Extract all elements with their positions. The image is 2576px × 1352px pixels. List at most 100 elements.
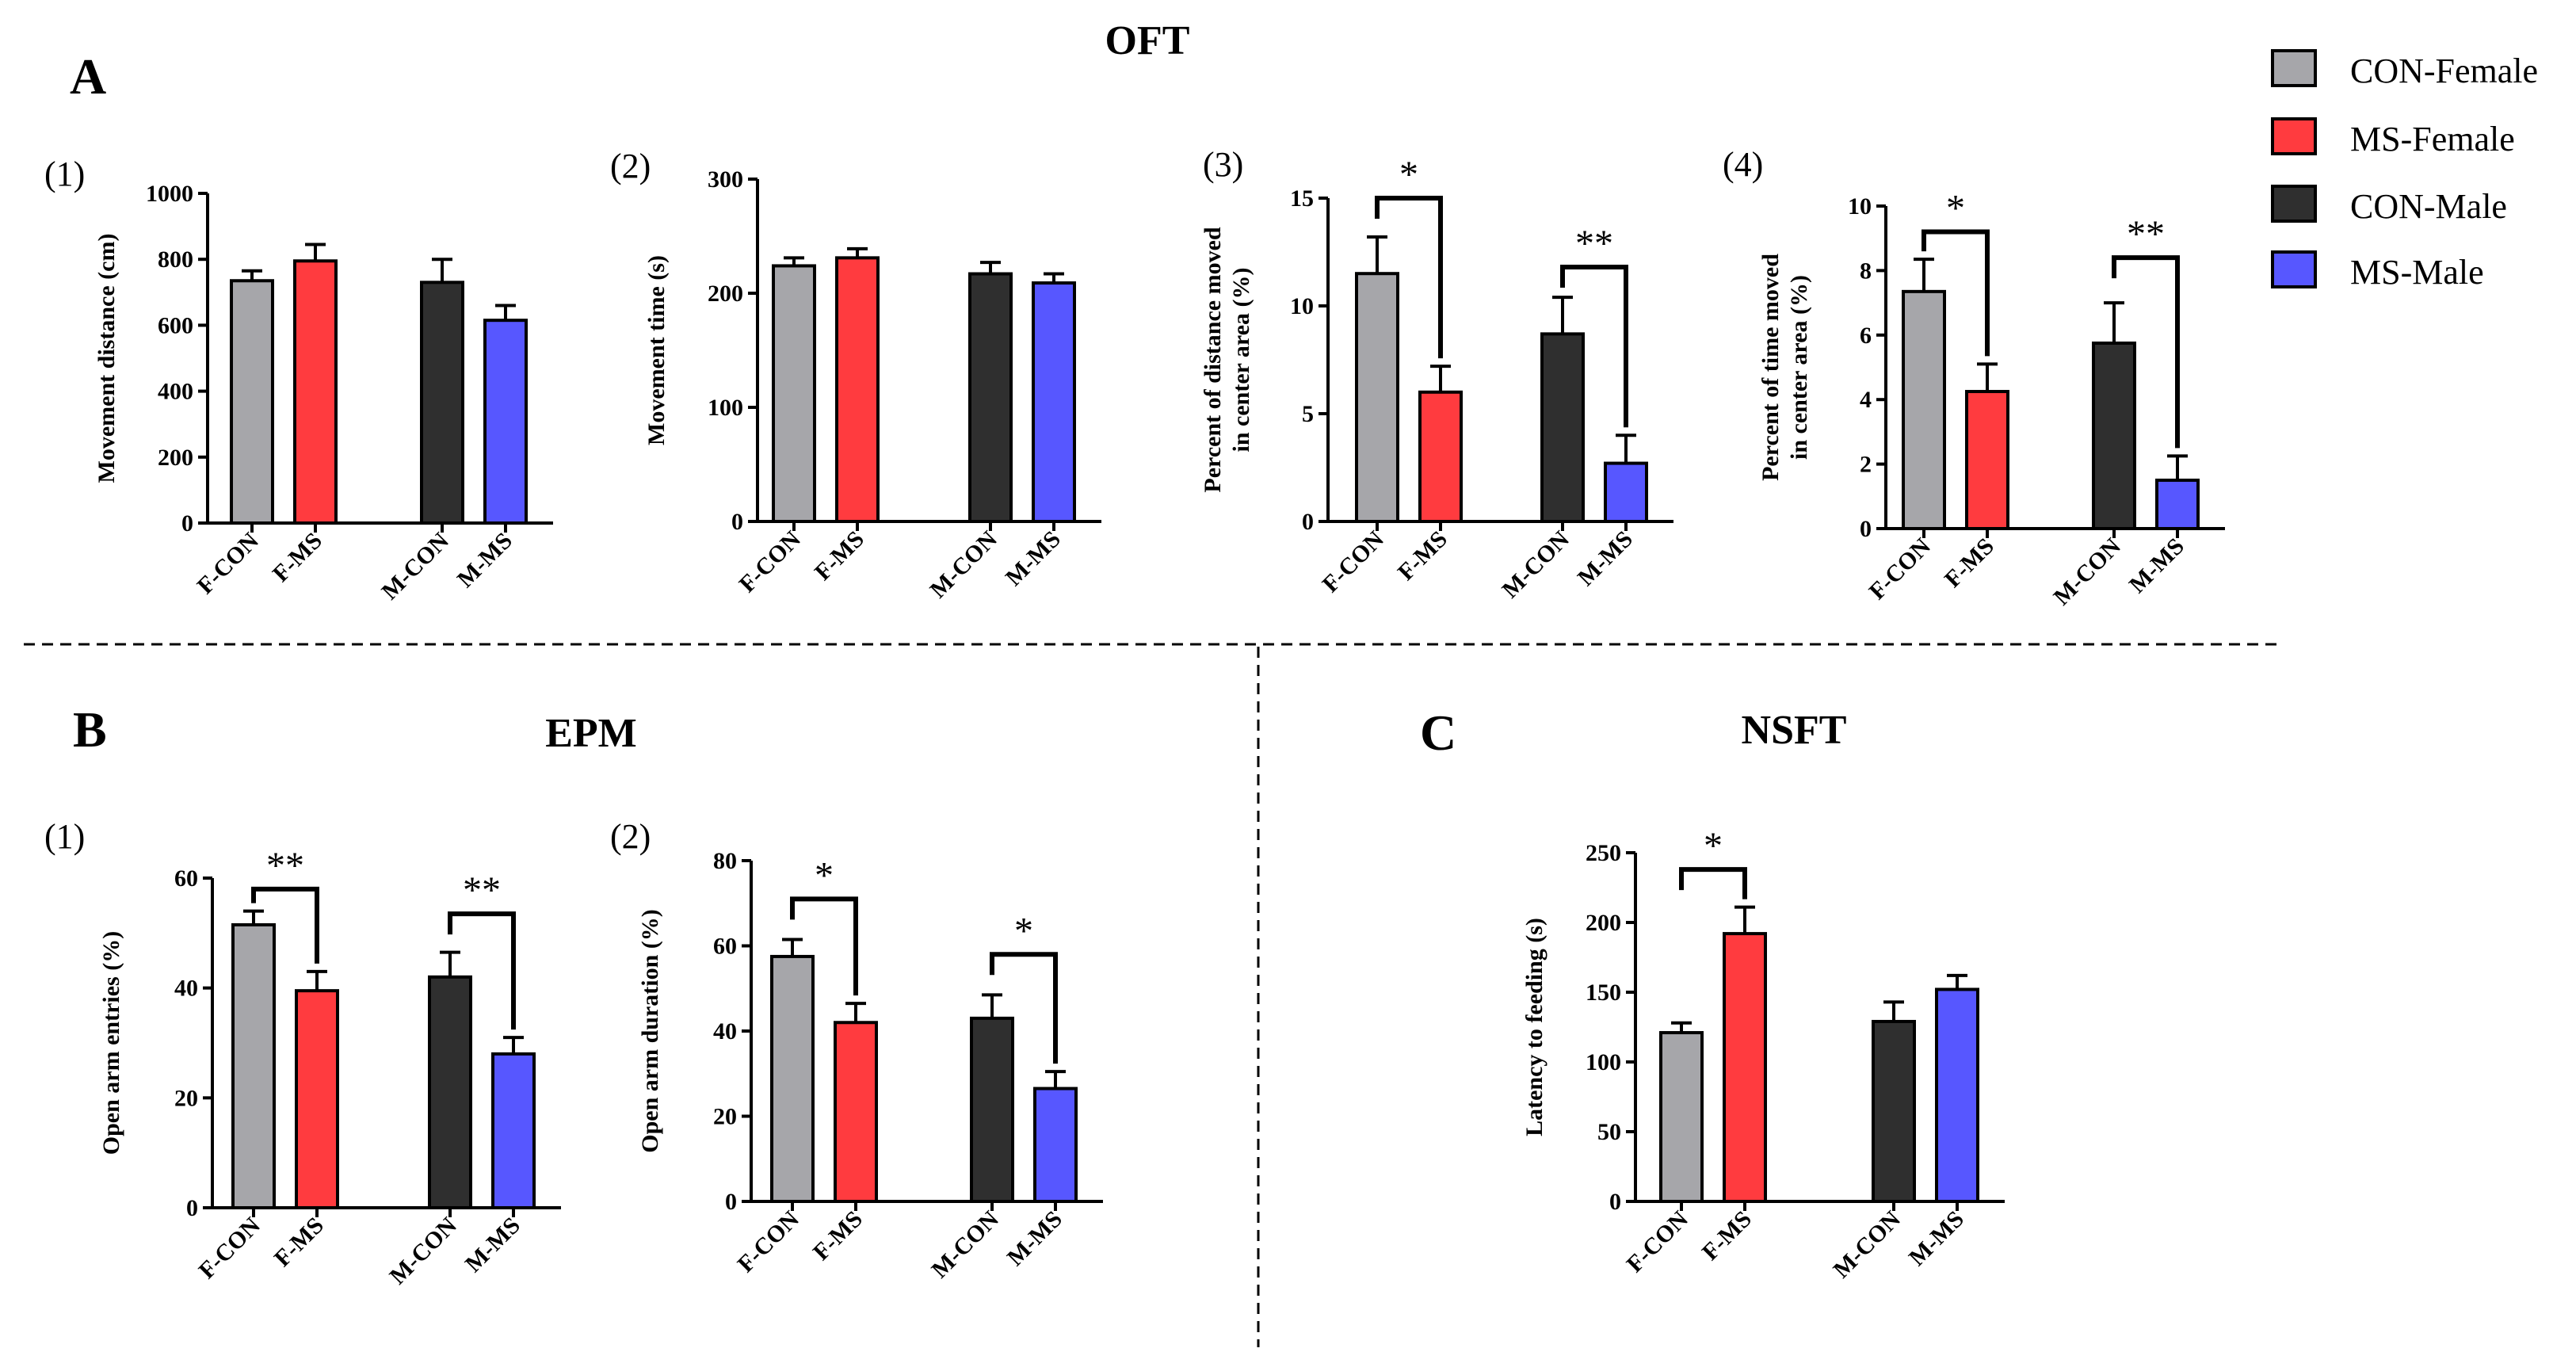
bar-m-ms — [1032, 281, 1076, 523]
y-axis-label: Percent of distance moved — [1200, 227, 1226, 493]
y-tick-label: 6 — [1860, 323, 1872, 349]
chart-oft-movement-time: (2) 0 100 200 300 Movement time (s) F-CON F-MS M… — [610, 147, 1101, 603]
y-axis-label: Movement time (s) — [643, 255, 670, 445]
y-axis-label: Percent of time moved — [1757, 254, 1784, 481]
x-tick-label: F-CON — [734, 525, 806, 598]
bar-f-ms — [1965, 390, 2009, 530]
bar-f-con — [1659, 1031, 1704, 1204]
x-tick-label: F-MS — [269, 1213, 329, 1272]
x-tick-label: F-CON — [193, 1212, 265, 1284]
bar-f-con — [230, 279, 274, 525]
x-tick-label: F-CON — [192, 527, 264, 599]
bar-m-con — [420, 281, 464, 525]
panel-label: (3) — [1203, 145, 1243, 184]
x-tick-label: F-MS — [1940, 533, 1999, 593]
significance-label: * — [815, 854, 834, 896]
bar-f-ms — [1723, 932, 1767, 1203]
x-tick-label: M-MS — [2124, 533, 2189, 598]
significance-bracket — [1679, 867, 1747, 899]
bar-f-con — [772, 264, 816, 523]
panel-label: (4) — [1723, 145, 1763, 184]
x-tick-label: M-CON — [2048, 533, 2126, 610]
y-tick-label: 150 — [1586, 980, 1621, 1006]
bar-m-ms — [483, 319, 528, 525]
y-tick-label: 50 — [1597, 1119, 1621, 1145]
x-tick-label: M-CON — [926, 1205, 1004, 1283]
x-tick-label: F-CON — [1621, 1205, 1693, 1278]
y-axis-label: Open arm entries (%) — [98, 931, 124, 1155]
y-tick-label: 0 — [1609, 1189, 1621, 1215]
significance-bracket — [251, 886, 319, 964]
y-tick-label: 200 — [1586, 910, 1621, 936]
legend-swatch-ms-male — [2271, 250, 2317, 288]
y-tick-label: 200 — [158, 445, 193, 471]
bar-m-ms — [491, 1052, 536, 1210]
bar-f-ms — [295, 989, 339, 1209]
y-tick-label: 800 — [158, 246, 193, 273]
bar-m-ms — [1935, 987, 1979, 1203]
x-tick-label: F-MS — [808, 1206, 868, 1266]
y-tick-label: 100 — [708, 395, 743, 421]
bar-m-con — [970, 1016, 1014, 1203]
significance-bracket — [1375, 196, 1443, 359]
legend-label-ms-male: MS-Male — [2350, 253, 2484, 292]
bar-f-ms — [293, 259, 338, 525]
bar-m-ms — [1604, 461, 1648, 523]
y-tick-label: 10 — [1848, 193, 1872, 220]
x-tick-label: M-MS — [1002, 1206, 1067, 1271]
panel-label: (2) — [610, 147, 651, 185]
x-tick-label: M-MS — [1573, 526, 1638, 591]
bar-f-ms — [1418, 390, 1463, 523]
y-tick-label: 40 — [713, 1018, 737, 1045]
section-letter-a: A — [70, 48, 106, 105]
y-tick-label: 10 — [1290, 293, 1314, 319]
y-tick-label: 600 — [158, 312, 193, 338]
y-axis-label: in center area (%) — [1786, 275, 1812, 460]
x-tick-label: M-MS — [1001, 526, 1066, 591]
y-tick-label: 300 — [708, 166, 743, 193]
x-tick-label: F-CON — [1317, 525, 1389, 598]
x-tick-label: M-CON — [384, 1212, 462, 1289]
chart-epm-open-arm-duration: (2) 0 20 40 60 80 Open arm duration (%) F-CON F-… — [610, 817, 1103, 1283]
legend-swatch-ms-female — [2271, 117, 2317, 155]
y-tick-label: 0 — [725, 1189, 737, 1215]
bar-m-con — [1872, 1019, 1916, 1203]
chart-epm-open-arm-entries: (1) 0 20 40 60 Open arm entries (%) F-CON F-MS M… — [44, 817, 561, 1289]
significance-label: ** — [2127, 213, 2165, 255]
y-axis-label: Latency to feeding (s) — [1521, 918, 1548, 1136]
x-tick-label: M-MS — [452, 528, 517, 593]
y-tick-label: 400 — [158, 379, 193, 405]
y-tick-label: 0 — [1860, 516, 1872, 542]
y-axis-label: in center area (%) — [1228, 268, 1254, 453]
y-tick-label: 15 — [1290, 185, 1314, 212]
significance-bracket — [790, 896, 858, 996]
significance-bracket — [2112, 255, 2180, 449]
bar-f-con — [770, 954, 815, 1203]
section-title-oft: OFT — [1105, 18, 1190, 63]
section-letter-c: C — [1420, 705, 1456, 761]
y-tick-label: 80 — [713, 848, 737, 874]
bar-m-con — [968, 272, 1013, 523]
significance-label: ** — [266, 845, 304, 887]
bar-f-con — [1902, 289, 1946, 530]
section-title-nsft: NSFT — [1742, 708, 1847, 753]
x-tick-label: F-MS — [268, 528, 327, 587]
bar-m-con — [428, 975, 472, 1210]
bar-m-ms — [1033, 1087, 1078, 1203]
bar-f-ms — [834, 1021, 878, 1203]
bar-m-con — [1540, 332, 1585, 523]
x-tick-label: F-MS — [1697, 1206, 1757, 1266]
significance-label: * — [1946, 188, 1965, 230]
x-tick-label: M-CON — [1497, 525, 1574, 603]
y-tick-label: 0 — [731, 509, 743, 535]
section-letter-b: B — [73, 701, 107, 758]
x-tick-label: F-MS — [810, 526, 869, 586]
legend-label-ms-female: MS-Female — [2350, 120, 2515, 158]
x-tick-label: M-CON — [1828, 1205, 1906, 1283]
significance-bracket — [1560, 265, 1628, 428]
significance-label: * — [1399, 154, 1418, 196]
y-tick-label: 2 — [1860, 452, 1872, 478]
y-tick-label: 200 — [708, 281, 743, 307]
chart-oft-center-time: (4) 0 2 4 6 8 10 Percent of time moved in center… — [1723, 145, 2225, 610]
